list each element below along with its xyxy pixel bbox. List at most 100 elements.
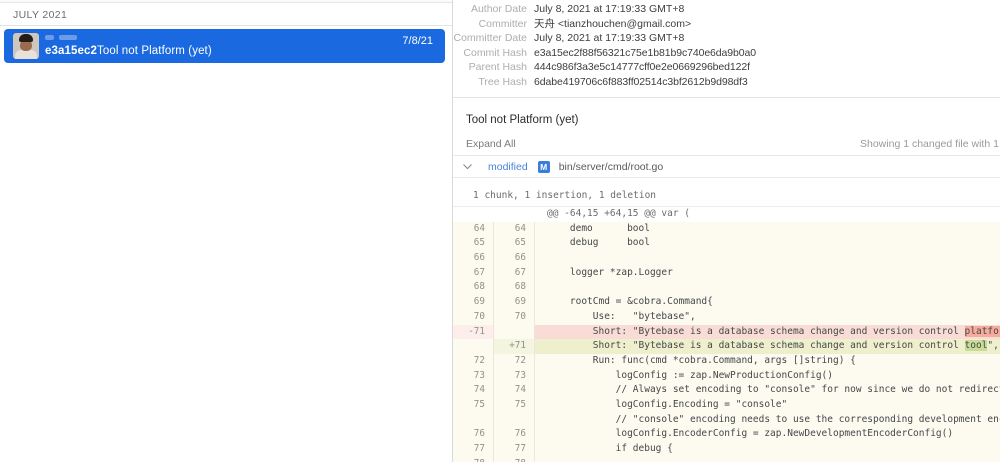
diff-line-ctx[interactable]: 65 65 debug bool bbox=[453, 236, 1000, 252]
commit-author-name-obscured bbox=[45, 35, 77, 40]
metadata-label: Tree Hash bbox=[478, 75, 527, 88]
diff-line-text: // Always set encoding to "console" for … bbox=[535, 383, 1000, 398]
chunk-summary-label: 1 chunk, 1 insertion, 1 deletion bbox=[473, 190, 657, 201]
line-number-new: 69 bbox=[494, 295, 535, 310]
metadata-row: Tree Hash 6dabe419706c6f883ff02514c3bf261… bbox=[453, 75, 1000, 90]
diff-line-hunk[interactable]: @@ -64,15 +64,15 @@ var ( bbox=[453, 207, 1000, 222]
line-number-old: 64 bbox=[453, 221, 494, 237]
commit-metadata-table: Author Date July 8, 2021 at 17:19:33 GMT+… bbox=[453, 2, 1000, 89]
diff-line-ctx[interactable]: 67 67 logger *zap.Logger bbox=[453, 265, 1000, 281]
line-number-old: 67 bbox=[453, 265, 494, 281]
commit-detail-pane: Author Date July 8, 2021 at 17:19:33 GMT+… bbox=[453, 0, 1000, 462]
line-number-new bbox=[494, 412, 535, 428]
diff-line-ctx[interactable]: 64 64 demo bool bbox=[453, 221, 1000, 237]
diff-line-text: @@ -64,15 +64,15 @@ var ( bbox=[535, 207, 1000, 222]
line-number-old: 74 bbox=[453, 383, 494, 398]
line-number-old bbox=[453, 207, 494, 222]
diff-line-ctx[interactable]: 70 70 Use: "bytebase", bbox=[453, 309, 1000, 325]
modified-badge-icon: M bbox=[537, 160, 550, 173]
chunk-summary: 1 chunk, 1 insertion, 1 deletion bbox=[453, 185, 1000, 207]
line-number-old: 68 bbox=[453, 280, 494, 296]
line-number-new bbox=[494, 207, 535, 222]
diff-commit-subject: Tool not Platform (yet) bbox=[466, 114, 579, 126]
diff-line-text: demo bool bbox=[535, 221, 1000, 237]
line-number-new: +71 bbox=[494, 339, 535, 354]
expand-all-button[interactable]: Expand All bbox=[466, 138, 516, 150]
diff-line-text bbox=[535, 280, 1000, 296]
diff-line-ctx[interactable]: 66 66 bbox=[453, 251, 1000, 266]
metadata-value: July 8, 2021 at 17:19:33 GMT+8 bbox=[534, 32, 685, 45]
commit-subject: Tool not Platform (yet) bbox=[97, 45, 212, 57]
diff-line-text: debug bool bbox=[535, 236, 1000, 252]
line-number-new: 77 bbox=[494, 442, 535, 457]
line-number-old: 75 bbox=[453, 397, 494, 413]
line-number-old: 77 bbox=[453, 442, 494, 457]
diff-line-text-suffix: ", bbox=[987, 340, 999, 352]
diff-word-highlight: platform bbox=[964, 325, 1000, 337]
diff-line-text: logger *zap.Logger bbox=[535, 265, 1000, 281]
line-number-old: -71 bbox=[453, 324, 494, 340]
line-number-old bbox=[453, 339, 494, 354]
line-number-new: 65 bbox=[494, 236, 535, 252]
diff-line-ctx[interactable]: 69 69 rootCmd = &cobra.Command{ bbox=[453, 295, 1000, 310]
line-number-old: 70 bbox=[453, 309, 494, 325]
file-status-label: modified bbox=[488, 160, 528, 173]
metadata-label: Parent Hash bbox=[468, 61, 527, 74]
diff-line-ctx[interactable]: 77 77 if debug { bbox=[453, 442, 1000, 457]
line-number-old: 73 bbox=[453, 368, 494, 384]
metadata-label: Author Date bbox=[470, 3, 527, 16]
metadata-label: Commit Hash bbox=[463, 46, 527, 59]
commit-list-item-selected[interactable]: e3a15ec2 Tool not Platform (yet) 7/8/21 bbox=[4, 29, 445, 63]
line-number-new: 66 bbox=[494, 251, 535, 266]
section-header-label: JULY 2021 bbox=[13, 9, 68, 21]
commit-date: 7/8/21 bbox=[402, 35, 433, 47]
diff-line-text: Use: "bytebase", bbox=[535, 309, 1000, 325]
line-number-new: 74 bbox=[494, 383, 535, 398]
line-number-old: 72 bbox=[453, 353, 494, 369]
diff-line-text: logConfig := zap.NewProductionConfig() bbox=[535, 368, 1000, 384]
diff-line-ctx[interactable]: 7878 bbox=[453, 456, 1000, 462]
line-number-new: 73 bbox=[494, 368, 535, 384]
line-number-new: 72 bbox=[494, 353, 535, 369]
diff-line-ctx[interactable]: 75 75 logConfig.Encoding = "console" bbox=[453, 397, 1000, 413]
metadata-row: Parent Hash 444c986f3a3e5c14777cff0e2e066… bbox=[453, 60, 1000, 75]
metadata-row: Author Date July 8, 2021 at 17:19:33 GMT+… bbox=[453, 2, 1000, 17]
commit-list-pane: JULY 2021 e3a15ec2 Tool not Platform (ye… bbox=[0, 0, 453, 462]
diff-line-text: if debug { bbox=[535, 442, 1000, 457]
line-number-new: 75 bbox=[494, 397, 535, 413]
metadata-value: July 8, 2021 at 17:19:33 GMT+8 bbox=[534, 3, 685, 16]
metadata-label: Committer Date bbox=[453, 32, 527, 45]
commit-list-section-header: JULY 2021 bbox=[0, 5, 452, 26]
line-number-old bbox=[453, 412, 494, 428]
line-number-old: 69 bbox=[453, 295, 494, 310]
metadata-row: Committer 天舟 <tianzhouchen@gmail.com> bbox=[453, 17, 1000, 32]
diff-line-ctx[interactable]: 73 73 logConfig := zap.NewProductionConfi… bbox=[453, 368, 1000, 384]
metadata-label: Committer bbox=[478, 17, 527, 30]
line-number-old: 66 bbox=[453, 251, 494, 266]
commit-short-hash: e3a15ec2 bbox=[45, 45, 97, 57]
line-number-new: 76 bbox=[494, 427, 535, 442]
diff-line-ctx[interactable]: 68 68 bbox=[453, 280, 1000, 296]
line-number-new: 64 bbox=[494, 221, 535, 237]
diff-line-text: rootCmd = &cobra.Command{ bbox=[535, 295, 1000, 310]
diff-line-ctx[interactable]: 72 72 Run: func(cmd *cobra.Command, args … bbox=[453, 353, 1000, 369]
line-number-old: 78 bbox=[453, 456, 494, 462]
file-path[interactable]: bin/server/cmd/root.go bbox=[558, 160, 664, 173]
line-number-new: 78 bbox=[494, 456, 535, 462]
diff-line-text-prefix: Short: "Bytebase is a database schema ch… bbox=[547, 340, 965, 352]
diff-line-ctx[interactable]: 74 74 // Always set encoding to "console"… bbox=[453, 383, 1000, 398]
diff-line-ctx[interactable]: // "console" encoding needs to use the c… bbox=[453, 412, 1000, 428]
diff-code-area[interactable]: @@ -64,15 +64,15 @@ var (64 64 demo bool 6… bbox=[453, 207, 1000, 462]
diff-line-del[interactable]: -71 Short: "Bytebase is a database schem… bbox=[453, 324, 1000, 340]
diff-line-text: Short: "Bytebase is a database schema ch… bbox=[535, 324, 1000, 340]
metadata-value: e3a15ec2f88f56321c75e1b81b9c740e6da9b0a0 bbox=[534, 46, 756, 59]
clipped-list-row-above bbox=[0, 0, 452, 3]
chevron-down-icon[interactable] bbox=[453, 163, 481, 170]
diff-line-ctx[interactable]: 76 76 logConfig.EncoderConfig = zap.NewDe… bbox=[453, 427, 1000, 442]
line-number-new: 70 bbox=[494, 309, 535, 325]
diff-line-text: logConfig.EncoderConfig = zap.NewDevelop… bbox=[535, 427, 1000, 442]
diff-line-add[interactable]: +71 Short: "Bytebase is a database schem… bbox=[453, 339, 1000, 354]
metadata-value: 天舟 <tianzhouchen@gmail.com> bbox=[534, 18, 692, 31]
diff-file-header[interactable]: modified M bin/server/cmd/root.go bbox=[453, 155, 1000, 178]
